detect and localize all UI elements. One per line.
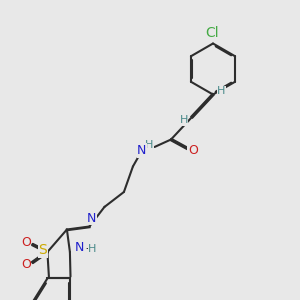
Text: O: O [21,257,31,271]
Text: N: N [87,212,97,225]
Text: H: H [145,140,153,151]
Text: O: O [21,236,31,250]
Text: -: - [86,242,90,256]
Text: O: O [188,144,198,158]
Text: H: H [88,244,97,254]
Text: Cl: Cl [206,26,219,40]
Text: S: S [38,244,47,257]
Text: N: N [137,144,147,157]
Text: H: H [179,115,188,125]
Text: N: N [75,241,84,254]
Text: H: H [217,86,226,97]
